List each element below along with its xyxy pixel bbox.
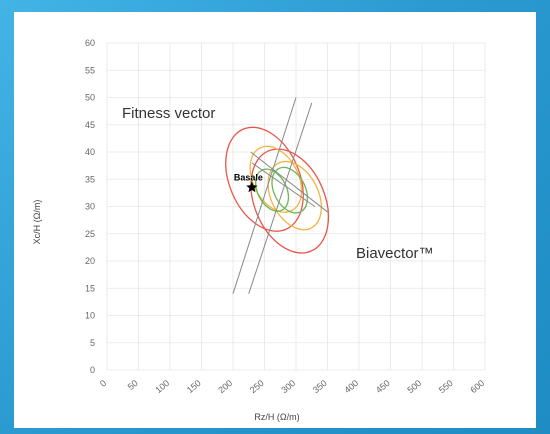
chart-panel: 0 50 100 150 200 250 300 350 400 450 500 550 600 0 5 1… bbox=[14, 12, 536, 428]
x-tick-label: 250 bbox=[248, 378, 266, 395]
y-tick-label: 0 bbox=[90, 365, 95, 375]
biavector-annotation: Biavector™ bbox=[356, 245, 434, 262]
y-axis-label: Xc/H (Ω/m) bbox=[32, 200, 42, 245]
y-tick-label: 25 bbox=[85, 229, 95, 239]
y-ticks: 0 5 10 15 20 25 30 35 40 45 50 55 60 bbox=[85, 38, 95, 375]
basale-point-star bbox=[246, 181, 258, 193]
y-tick-label: 50 bbox=[85, 93, 95, 103]
vector-line bbox=[232, 97, 297, 294]
x-tick-label: 300 bbox=[279, 378, 297, 395]
ellipses bbox=[225, 126, 330, 254]
y-tick-label: 60 bbox=[85, 38, 95, 48]
fitness-vector-annotation: Fitness vector bbox=[122, 105, 215, 122]
x-tick-label: 100 bbox=[153, 378, 171, 395]
y-tick-label: 55 bbox=[85, 65, 95, 75]
x-tick-label: 200 bbox=[216, 378, 234, 395]
x-tick-label: 0 bbox=[98, 378, 108, 389]
vector-line bbox=[248, 102, 313, 294]
x-tick-label: 150 bbox=[185, 378, 203, 395]
vector-line bbox=[250, 151, 328, 213]
x-tick-label: 550 bbox=[437, 378, 455, 395]
y-tick-label: 10 bbox=[85, 311, 95, 321]
ellipse-orange-1 bbox=[267, 160, 322, 231]
x-tick-label: 500 bbox=[405, 378, 423, 395]
y-tick-label: 45 bbox=[85, 120, 95, 130]
y-tick-label: 30 bbox=[85, 202, 95, 212]
basale-label: Basale bbox=[234, 172, 263, 182]
y-tick-label: 20 bbox=[85, 256, 95, 266]
x-tick-label: 400 bbox=[342, 378, 360, 395]
ellipse-red-right bbox=[250, 148, 330, 254]
ellipse-red-left bbox=[225, 126, 304, 232]
vector-line bbox=[251, 162, 316, 207]
y-tick-label: 40 bbox=[85, 147, 95, 157]
x-tick-label: 350 bbox=[311, 378, 329, 395]
x-tick-label: 450 bbox=[374, 378, 392, 395]
y-tick-label: 35 bbox=[85, 174, 95, 184]
x-axis-label: Rz/H (Ω/m) bbox=[254, 412, 299, 422]
x-ticks: 0 50 100 150 200 250 300 350 400 450 500 550 600 bbox=[98, 378, 486, 395]
vector-lines bbox=[232, 97, 328, 294]
y-tick-label: 5 bbox=[90, 338, 95, 348]
chart-svg: 0 50 100 150 200 250 300 350 400 450 500 550 600 0 5 1… bbox=[32, 38, 486, 422]
ellipse-green-1 bbox=[271, 166, 309, 214]
x-tick-label: 50 bbox=[126, 378, 140, 392]
y-tick-label: 15 bbox=[85, 283, 95, 293]
x-tick-label: 600 bbox=[468, 378, 486, 395]
ellipse-orange-2 bbox=[249, 145, 303, 213]
marks: Basale bbox=[234, 172, 263, 193]
